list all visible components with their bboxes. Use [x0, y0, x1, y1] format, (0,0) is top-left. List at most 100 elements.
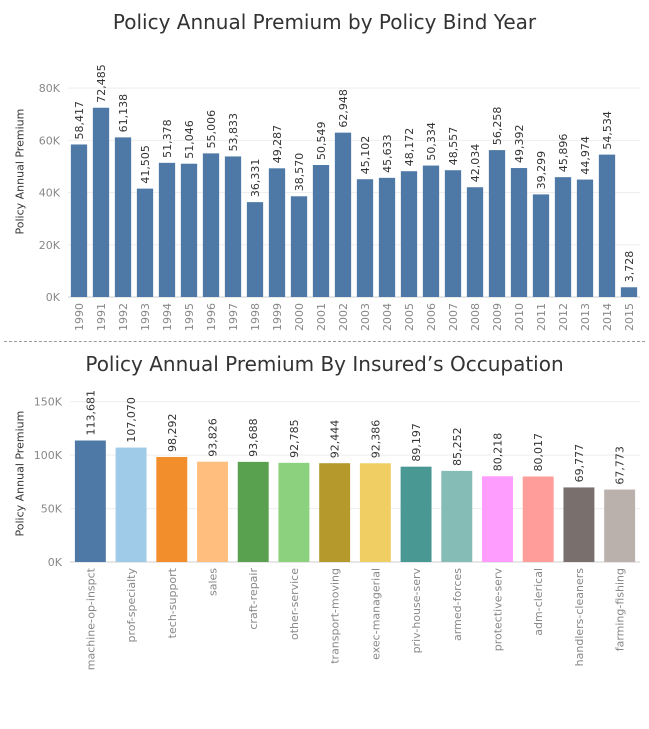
chart1-value-label: 51,378 — [161, 119, 174, 158]
chart1-bar — [620, 287, 638, 297]
chart2-title: Policy Annual Premium By Insured’s Occup… — [85, 352, 564, 376]
chart1-x-tick-label: 2008 — [469, 303, 482, 331]
chart1-bar — [422, 165, 440, 297]
chart2-x-tick-label: protective-serv — [492, 568, 505, 652]
chart1-bar — [246, 202, 264, 297]
chart2-y-tick-label: 100K — [34, 449, 63, 462]
chart1-value-label: 53,833 — [227, 113, 240, 152]
chart1-bar — [576, 179, 594, 297]
chart1-bar — [180, 163, 198, 297]
chart2-bar — [359, 463, 391, 562]
chart1-x-tick-label: 2009 — [491, 303, 504, 331]
chart1-bar — [290, 196, 308, 297]
chart2-x-tick-label: priv-house-serv — [410, 568, 423, 654]
chart1-value-label: 41,505 — [139, 145, 152, 184]
chart1-x-tick-label: 1993 — [139, 303, 152, 331]
chart1-bar — [268, 168, 286, 297]
chart1-x-tick-label: 1992 — [117, 303, 130, 331]
chart1-value-label: 51,046 — [183, 120, 196, 159]
chart1-x-tick-label: 2005 — [403, 303, 416, 331]
chart1-value-label: 49,392 — [513, 125, 526, 164]
chart2-value-label: 113,681 — [84, 390, 97, 436]
chart1-bar — [158, 162, 176, 297]
chart1-bar — [70, 144, 88, 297]
chart2-bar — [74, 440, 106, 562]
chart2-value-label: 80,017 — [532, 433, 545, 472]
chart2-y-tick-label: 50K — [41, 503, 63, 516]
chart1-bar — [334, 132, 352, 297]
chart1-value-label: 56,258 — [491, 107, 504, 146]
chart2-x-tick-label: handlers-cleaners — [573, 568, 586, 667]
chart2-value-label: 107,070 — [125, 397, 138, 443]
chart1-y-tick-label: 40K — [39, 187, 61, 200]
chart1-x-tick-label: 2015 — [623, 303, 636, 331]
chart1-x-tick-label: 2007 — [447, 303, 460, 331]
chart2-bar — [522, 476, 554, 562]
chart2-value-label: 92,785 — [288, 419, 301, 458]
chart1-bar — [378, 177, 396, 297]
chart1-bar — [488, 150, 506, 297]
chart1-x-tick-label: 2012 — [557, 303, 570, 331]
chart1-bar — [114, 137, 132, 297]
chart1-bar — [598, 154, 616, 297]
chart1-x-tick-label: 2010 — [513, 303, 526, 331]
chart1-bar — [554, 177, 572, 297]
chart1-value-label: 54,534 — [601, 111, 614, 150]
chart2-x-tick-label: armed-forces — [451, 568, 464, 641]
chart1-value-label: 49,287 — [271, 125, 284, 164]
chart1-bar — [92, 107, 110, 297]
chart1-x-tick-label: 2006 — [425, 303, 438, 331]
chart1-value-label: 61,138 — [117, 94, 130, 133]
chart1-bar — [400, 171, 418, 297]
chart2-x-tick-label: farming-fishing — [614, 568, 627, 651]
chart2-value-label: 93,826 — [207, 418, 220, 457]
chart2-bar — [482, 476, 513, 562]
chart1-value-label: 38,570 — [293, 153, 306, 192]
chart1-value-label: 50,549 — [315, 122, 328, 161]
chart1-x-tick-label: 1996 — [205, 303, 218, 331]
chart1-value-label: 62,948 — [337, 89, 350, 128]
chart2-x-tick-label: exec-managerial — [369, 568, 382, 660]
chart1-value-label: 45,102 — [359, 136, 372, 175]
chart2-value-label: 67,773 — [614, 446, 627, 485]
chart1-y-tick-label: 20K — [39, 239, 61, 252]
chart2-y-tick-label: 150K — [34, 396, 63, 409]
chart1-bar — [136, 188, 154, 297]
chart2-bar — [400, 466, 432, 562]
chart2-bar — [319, 463, 351, 562]
chart2-value-label: 80,218 — [492, 433, 505, 472]
chart2-x-tick-label: craft-repair — [247, 568, 260, 630]
chart1-x-tick-label: 1991 — [95, 303, 108, 331]
chart2-value-label: 92,444 — [329, 420, 342, 459]
chart1-value-label: 72,485 — [95, 64, 108, 103]
chart1-x-tick-label: 2002 — [337, 303, 350, 331]
chart2-bar — [197, 461, 228, 562]
chart1-bar — [356, 179, 374, 297]
chart2-value-label: 92,386 — [369, 420, 382, 459]
chart2-value-label: 89,197 — [410, 423, 423, 462]
chart1-x-tick-label: 1990 — [73, 303, 86, 331]
chart1-x-tick-label: 2014 — [601, 303, 614, 331]
chart1-value-label: 42,034 — [469, 144, 482, 183]
chart1-value-label: 48,172 — [403, 128, 416, 167]
chart2-x-tick-label: other-service — [288, 568, 301, 640]
chart2-bar — [441, 470, 473, 562]
chart1-x-tick-label: 1994 — [161, 303, 174, 331]
chart2-x-tick-label: transport-moving — [329, 568, 342, 664]
chart1-x-tick-label: 2013 — [579, 303, 592, 331]
chart2-value-label: 85,252 — [451, 427, 464, 466]
chart1-x-tick-label: 1997 — [227, 303, 240, 331]
chart2-bar — [563, 487, 595, 562]
chart2-value-label: 98,292 — [166, 413, 179, 452]
chart2-bar — [237, 461, 269, 562]
chart2-x-tick-label: prof-specialty — [125, 568, 138, 643]
chart2-y-tick-label: 0K — [48, 556, 63, 569]
chart1-x-tick-label: 2000 — [293, 303, 306, 331]
chart1-bar — [224, 156, 242, 297]
chart2-x-tick-label: tech-support — [166, 567, 179, 638]
chart2-value-label: 69,777 — [573, 444, 586, 483]
chart1-x-tick-label: 2001 — [315, 303, 328, 331]
chart1-value-label: 50,334 — [425, 122, 438, 161]
chart1-y-tick-label: 80K — [39, 82, 61, 95]
